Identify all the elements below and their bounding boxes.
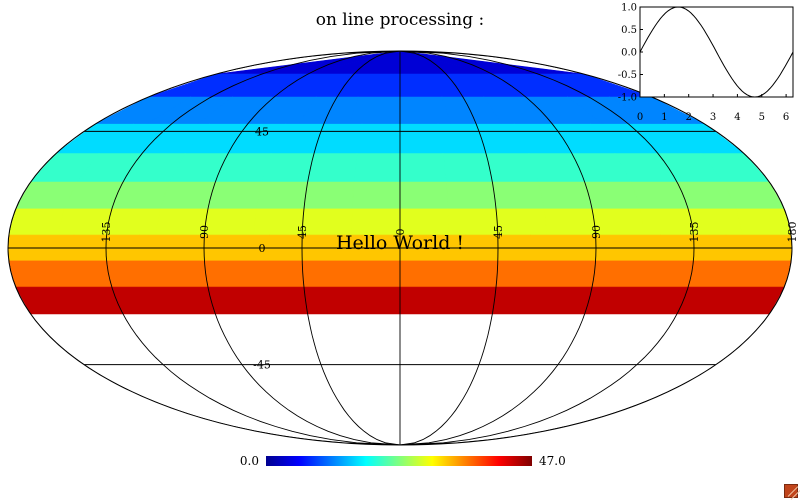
map-pixel — [399, 123, 444, 154]
colorbar: 0.0 47.0 — [240, 454, 566, 468]
colorbar-gradient — [266, 456, 532, 466]
inset-x-tick-label: 0 — [637, 112, 643, 123]
map-pixel — [8, 208, 65, 236]
inset-y-tick-label: 0.5 — [621, 25, 637, 36]
inset-series-line — [639, 6, 794, 98]
map-pixel — [204, 260, 305, 288]
map-pixel — [491, 181, 545, 210]
longitude-label: 180 — [786, 222, 799, 243]
map-pixel — [106, 260, 209, 288]
map-pixel — [735, 208, 792, 236]
map-pixel — [495, 260, 596, 288]
map-pixel — [399, 181, 449, 210]
map-pixel — [445, 181, 497, 210]
map-pixel — [301, 260, 401, 288]
map-pixel — [399, 260, 499, 288]
map-outline — [7, 50, 793, 446]
map-pixel — [538, 181, 593, 210]
map-pixel — [255, 181, 309, 210]
map-pixel — [353, 153, 401, 183]
inset-axis-ticks: 0 1 2 3 4 5 6 1.0 0.5 0.0 -0.5 -1.0 — [618, 3, 790, 124]
map-pixel — [159, 181, 216, 210]
longitude-label: 0 — [394, 229, 407, 236]
latitude-label: 45 — [255, 125, 269, 138]
inset-x-tick-label: 3 — [710, 112, 716, 123]
map-pixel — [204, 208, 257, 236]
map-pixel — [485, 153, 539, 183]
inset-x-tick-label: 6 — [783, 112, 789, 123]
map-pixel — [399, 286, 593, 315]
inset-x-tick-label: 2 — [686, 112, 692, 123]
inset-line-plot: 0 1 2 3 4 5 6 1.0 0.5 0.0 -0.5 -1.0 — [618, 3, 794, 124]
map-pixel — [106, 208, 161, 236]
graticule-labels: 180 135 90 45 0 45 90 135 45 0 -45 — [100, 125, 799, 371]
latitude-label: -45 — [253, 359, 271, 372]
map-pixel — [584, 181, 641, 210]
map-annotation: Hello World ! — [336, 232, 464, 254]
inset-x-tick-label: 1 — [661, 112, 667, 123]
latitude-label: 0 — [259, 242, 266, 255]
map-pixels — [8, 51, 792, 315]
map-pixel — [584, 286, 785, 315]
map-pixel — [687, 260, 792, 288]
colorbar-min-label: 0.0 — [240, 454, 259, 468]
longitude-label: 90 — [590, 225, 603, 239]
map-pixel — [639, 208, 694, 236]
inset-y-tick-label: 1.0 — [621, 3, 637, 14]
resize-grip-icon[interactable] — [784, 484, 798, 498]
map-pixel — [8, 260, 113, 288]
longitude-label: 135 — [100, 222, 113, 243]
map-pixel — [15, 286, 216, 315]
map-pixel — [399, 96, 452, 125]
inset-y-tick-label: -1.0 — [618, 93, 637, 104]
map-pixel — [307, 153, 358, 183]
longitude-label: 45 — [296, 225, 309, 239]
longitude-label: 45 — [492, 225, 505, 239]
longitude-label: 90 — [198, 225, 211, 239]
inset-y-tick-label: -0.5 — [618, 70, 637, 81]
inset-y-tick-label: 0.0 — [621, 48, 637, 59]
inset-x-tick-label: 5 — [759, 112, 765, 123]
map-pixel — [591, 260, 694, 288]
map-pixel — [351, 181, 401, 210]
map-pixel — [303, 181, 355, 210]
map-pixel — [207, 181, 262, 210]
map-pixel — [543, 208, 596, 236]
map-pixel — [442, 153, 493, 183]
longitude-label: 135 — [688, 222, 701, 243]
map-pixel — [207, 286, 401, 315]
map-title: on line processing : — [316, 10, 485, 30]
map-pixel — [356, 123, 401, 154]
map-pixel — [399, 153, 447, 183]
colorbar-max-label: 47.0 — [539, 454, 566, 468]
inset-x-tick-label: 4 — [734, 112, 740, 123]
